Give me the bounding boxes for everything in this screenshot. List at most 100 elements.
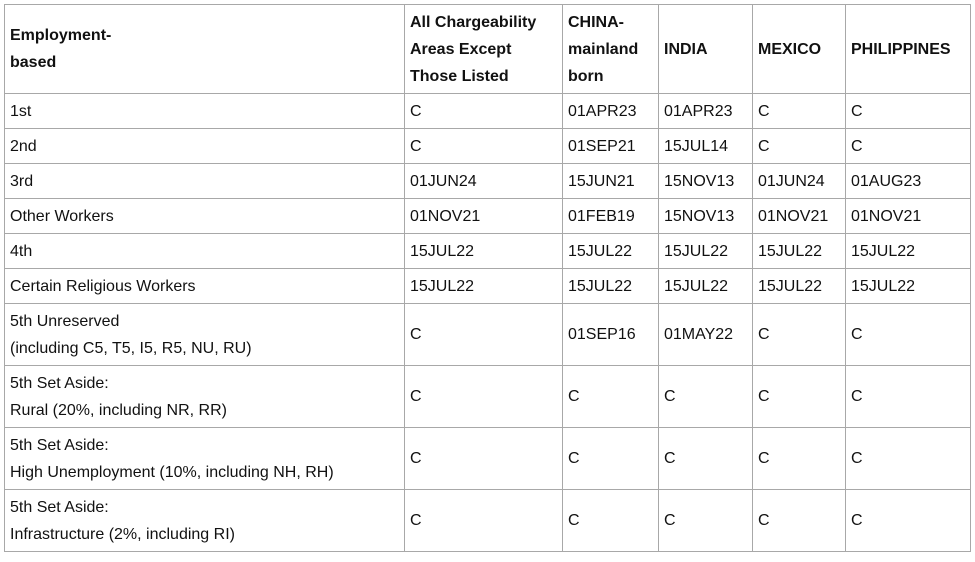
- date-cell: 01APR23: [658, 93, 753, 129]
- cell-text: Areas Except: [410, 40, 512, 58]
- date-cell: 15JUL22: [562, 268, 659, 304]
- cell-text: born: [568, 67, 604, 85]
- cell-text: INDIA: [664, 40, 708, 58]
- date-cell: 15JUN21: [562, 163, 659, 199]
- date-cell: C: [845, 489, 971, 552]
- cell-text: 4th: [10, 242, 33, 260]
- date-cell: 15JUL22: [404, 233, 563, 269]
- date-cell: C: [845, 427, 971, 490]
- table-row: 5th Unreserved (including C5, T5, I5, R5,…: [4, 303, 971, 366]
- date-cell: C: [562, 489, 659, 552]
- column-header: Employment-based: [4, 4, 405, 94]
- cell-text: 1st: [10, 102, 32, 120]
- date-cell: C: [845, 303, 971, 366]
- cell-text: 5th Set Aside:: [10, 436, 109, 454]
- cell-text: Those Listed: [410, 67, 509, 85]
- date-cell: C: [404, 489, 563, 552]
- date-cell: C: [562, 365, 659, 428]
- row-label: 5th Set Aside: Infrastructure (2%, includ…: [4, 489, 405, 552]
- table-row: 5th Set Aside: Infrastructure (2%, includ…: [4, 489, 971, 552]
- date-cell: C: [658, 427, 753, 490]
- date-cell: C: [845, 93, 971, 129]
- date-cell: C: [845, 365, 971, 428]
- date-cell: 01NOV21: [752, 198, 846, 234]
- date-cell: C: [404, 128, 563, 164]
- date-cell: C: [845, 128, 971, 164]
- cell-text: MEXICO: [758, 40, 822, 58]
- date-cell: C: [752, 128, 846, 164]
- table-row: Certain Religious Workers 15JUL22 15JUL22 1…: [4, 268, 971, 304]
- visa-bulletin-table: Employment-based All Chargeability Areas E…: [4, 4, 971, 552]
- cell-text: (including C5, T5, I5, R5, NU, RU): [10, 339, 252, 357]
- date-cell: 01NOV21: [404, 198, 563, 234]
- date-cell: 15JUL22: [562, 233, 659, 269]
- cell-text: 5th Unreserved: [10, 312, 120, 330]
- date-cell: 15NOV13: [658, 163, 753, 199]
- column-header: CHINA-mainland born: [562, 4, 659, 94]
- date-cell: C: [752, 303, 846, 366]
- date-cell: 01JUN24: [404, 163, 563, 199]
- date-cell: 01FEB19: [562, 198, 659, 234]
- date-cell: C: [562, 427, 659, 490]
- date-cell: C: [404, 303, 563, 366]
- date-cell: C: [658, 365, 753, 428]
- table-row: 5th Set Aside: High Unemployment (10%, in…: [4, 427, 971, 490]
- date-cell: C: [752, 93, 846, 129]
- row-label: 3rd: [4, 163, 405, 199]
- column-header: MEXICO: [752, 4, 846, 94]
- cell-text: Other Workers: [10, 207, 114, 225]
- date-cell: 01SEP16: [562, 303, 659, 366]
- row-label: 5th Unreserved (including C5, T5, I5, R5,…: [4, 303, 405, 366]
- date-cell: 01NOV21: [845, 198, 971, 234]
- row-label: Other Workers: [4, 198, 405, 234]
- table-row: 2nd C 01SEP21 15JUL14 C C: [4, 128, 971, 164]
- cell-text: 5th Set Aside:: [10, 498, 109, 516]
- cell-text: 5th Set Aside:: [10, 374, 109, 392]
- cell-text: CHINA-: [568, 13, 624, 31]
- column-header: PHILIPPINES: [845, 4, 971, 94]
- date-cell: C: [752, 365, 846, 428]
- row-label: 5th Set Aside: High Unemployment (10%, in…: [4, 427, 405, 490]
- cell-text: based: [10, 54, 57, 71]
- date-cell: 01JUN24: [752, 163, 846, 199]
- cell-text: Rural (20%, including NR, RR): [10, 401, 227, 419]
- date-cell: 01APR23: [562, 93, 659, 129]
- column-header: All Chargeability Areas Except Those Liste…: [404, 4, 563, 94]
- date-cell: C: [752, 489, 846, 552]
- table-row: 3rd 01JUN24 15JUN21 15NOV13 01JUN24 01AUG23: [4, 163, 971, 199]
- date-cell: 15JUL22: [752, 268, 846, 304]
- row-label: 4th: [4, 233, 405, 269]
- cell-text: All Chargeability: [410, 13, 537, 31]
- table-row: 5th Set Aside: Rural (20%, including NR, …: [4, 365, 971, 428]
- date-cell: 15JUL22: [658, 233, 753, 269]
- row-label: 5th Set Aside: Rural (20%, including NR, …: [4, 365, 405, 428]
- date-cell: C: [658, 489, 753, 552]
- date-cell: C: [752, 427, 846, 490]
- table-row: 1st C 01APR23 01APR23 C C: [4, 93, 971, 129]
- date-cell: C: [404, 365, 563, 428]
- cell-text: Infrastructure (2%, including RI): [10, 525, 235, 543]
- date-cell: 15NOV13: [658, 198, 753, 234]
- table-body: 1st C 01APR23 01APR23 C C 2nd C 01SEP21 15JUL14 C C…: [4, 93, 971, 552]
- column-header: INDIA: [658, 4, 753, 94]
- header-row: Employment-based All Chargeability Areas E…: [4, 4, 971, 94]
- date-cell: 15JUL22: [752, 233, 846, 269]
- date-cell: 15JUL22: [845, 268, 971, 304]
- date-cell: 01AUG23: [845, 163, 971, 199]
- cell-text: 2nd: [10, 137, 37, 155]
- table-row: Other Workers 01NOV21 01FEB19 15NOV13 01NOV2…: [4, 198, 971, 234]
- row-label: Certain Religious Workers: [4, 268, 405, 304]
- cell-text: PHILIPPINES: [851, 40, 951, 58]
- row-label: 1st: [4, 93, 405, 129]
- date-cell: 15JUL22: [658, 268, 753, 304]
- date-cell: 01MAY22: [658, 303, 753, 366]
- cell-text: 3rd: [10, 172, 34, 190]
- date-cell: 15JUL22: [845, 233, 971, 269]
- table-row: 4th 15JUL22 15JUL22 15JUL22 15JUL22 15JUL22: [4, 233, 971, 269]
- cell-text: mainland: [568, 40, 639, 58]
- cell-text: Employment-: [10, 27, 112, 44]
- date-cell: 01SEP21: [562, 128, 659, 164]
- cell-text: Certain Religious Workers: [10, 277, 196, 295]
- date-cell: 15JUL14: [658, 128, 753, 164]
